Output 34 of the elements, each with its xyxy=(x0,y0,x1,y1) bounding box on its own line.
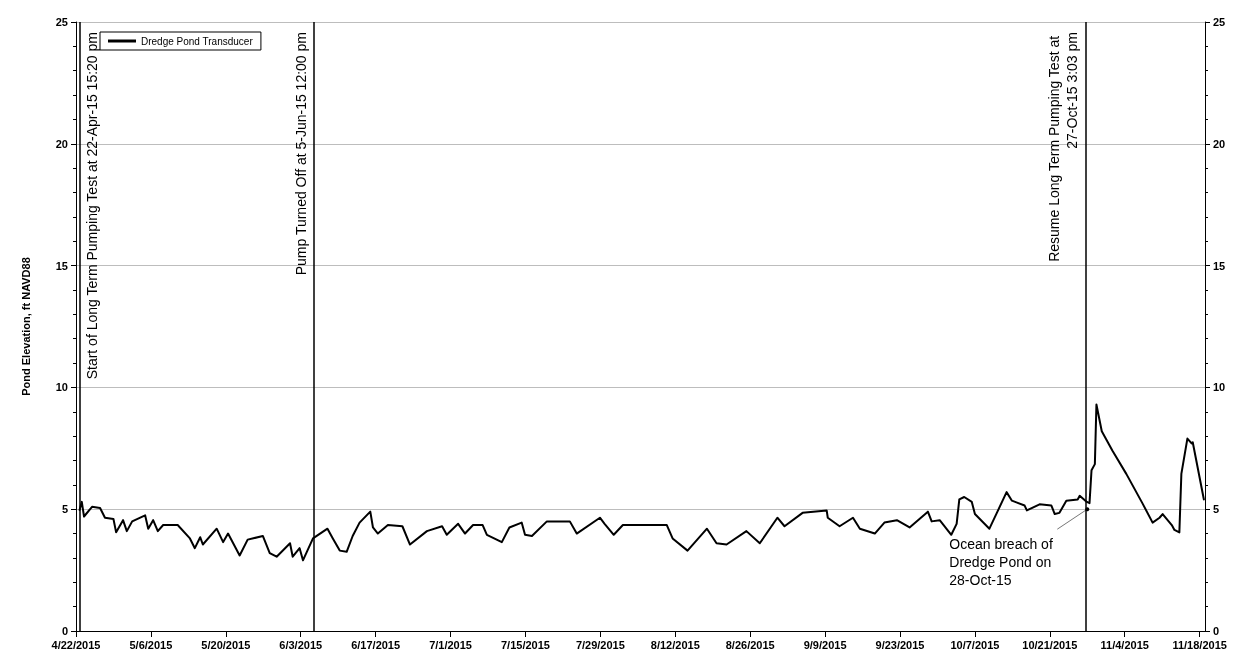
ref-line-label: Resume Long Term Pumping Test at 27-Oct-15 3:03 pm xyxy=(1046,32,1081,262)
x-tick-label: 7/1/2015 xyxy=(429,638,472,651)
y2-tick-label: 15 xyxy=(1213,259,1226,272)
x-tick-label: 7/29/2015 xyxy=(575,638,625,651)
y2-tick-label: 0 xyxy=(1213,625,1220,637)
ref-line-label: Pump Turned Off at 5-Jun-15 12:00 pm xyxy=(293,32,310,276)
x-tick-label: 10/21/2015 xyxy=(1022,638,1078,651)
x-tick-label: 11/4/2015 xyxy=(1100,638,1149,651)
x-tick-label: 9/9/2015 xyxy=(803,638,847,651)
x-tick-label: 10/7/2015 xyxy=(950,638,1000,651)
y-tick-label: 20 xyxy=(55,137,68,150)
legend-label: Dredge Pond Transducer xyxy=(141,35,254,47)
y2-tick-label: 20 xyxy=(1213,137,1226,150)
y-axis-title: Pond Elevation, ft NAVD88 xyxy=(19,257,32,396)
y2-tick-label: 25 xyxy=(1213,16,1226,28)
x-tick-label: 5/20/2015 xyxy=(201,638,251,651)
y-tick-label: 10 xyxy=(55,381,68,394)
y-tick-label: 15 xyxy=(55,259,68,272)
x-tick-label: 5/6/2015 xyxy=(129,638,173,651)
x-tick-label: 11/18/2015 xyxy=(1172,638,1227,651)
x-tick-label: 8/12/2015 xyxy=(650,638,700,651)
annotation: Ocean breach of Dredge Pond on 28-Oct-15 xyxy=(949,536,1057,589)
x-tick-label: 9/23/2015 xyxy=(875,638,925,651)
x-tick-label: 6/3/2015 xyxy=(279,638,323,651)
ref-line-label: Start of Long Term Pumping Test at 22-Apr-15 15:20 pm xyxy=(84,32,101,380)
x-tick-label: 4/22/2015 xyxy=(51,638,101,651)
y-tick-label: 5 xyxy=(61,503,68,516)
y-tick-label: 25 xyxy=(55,16,68,28)
y2-tick-label: 5 xyxy=(1213,503,1220,516)
y-tick-label: 0 xyxy=(61,625,68,637)
x-tick-label: 6/17/2015 xyxy=(351,638,401,651)
x-tick-label: 7/15/2015 xyxy=(500,638,550,651)
y2-tick-label: 10 xyxy=(1213,381,1226,394)
x-tick-label: 8/26/2015 xyxy=(725,638,775,651)
